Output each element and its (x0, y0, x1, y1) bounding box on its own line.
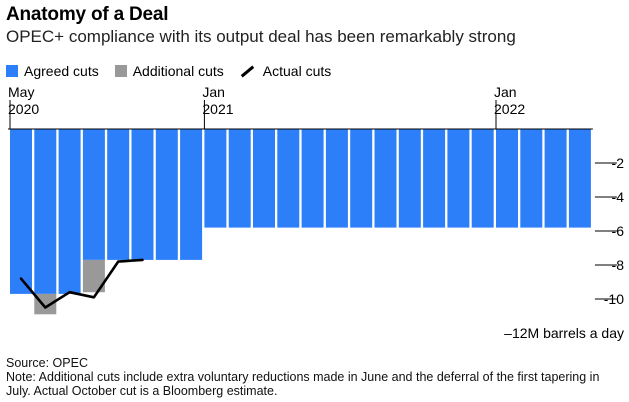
legend-item-agreed: Agreed cuts (6, 63, 99, 79)
legend-label-agreed: Agreed cuts (24, 63, 99, 79)
bar-agreed-11 (277, 129, 300, 228)
bar-agreed-10 (253, 129, 275, 228)
legend-label-additional: Additional cuts (132, 63, 224, 79)
bar-agreed-16 (398, 129, 421, 228)
legend-swatch-agreed (6, 65, 18, 77)
bar-agreed-5 (131, 129, 154, 260)
bar-agreed-8 (204, 129, 227, 228)
legend-label-actual: Actual cuts (262, 63, 332, 79)
x-tick-label-0: May (8, 84, 34, 100)
legend-item-actual: Actual cuts (240, 63, 331, 79)
bar-additional-3 (82, 259, 105, 293)
y-tick-label-4: -10 (604, 291, 624, 307)
bar-agreed-12 (301, 129, 324, 228)
x-tick-label-8: Jan (202, 84, 225, 100)
chart-title: Anatomy of a Deal (6, 4, 169, 25)
bar-agreed-1 (34, 129, 57, 294)
bar-agreed-3 (82, 129, 105, 260)
x-tick-label-year-8: 2021 (202, 101, 233, 117)
bar-agreed-18 (447, 129, 470, 228)
x-tick-label-20: Jan (494, 84, 517, 100)
legend-swatch-additional (114, 65, 127, 77)
bar-agreed-7 (180, 129, 203, 260)
y-tick-label-2: -6 (612, 223, 625, 239)
x-tick-label-year-20: 2022 (494, 101, 525, 117)
bar-agreed-22 (544, 129, 567, 228)
bar-agreed-4 (107, 129, 130, 260)
bar-agreed-13 (325, 129, 348, 228)
bar-agreed-9 (228, 129, 251, 228)
line-actual-cuts (19, 258, 144, 309)
bar-agreed-23 (568, 129, 591, 228)
bar-agreed-6 (155, 129, 178, 260)
bar-agreed-0 (10, 129, 32, 294)
legend-item-additional: Additional cuts (114, 63, 224, 79)
bar-agreed-2 (58, 129, 81, 294)
bar-agreed-17 (423, 129, 446, 228)
footnote: Note: Additional cuts include extra volu… (6, 370, 600, 398)
legend-swatch-actual (240, 65, 254, 77)
bar-agreed-20 (496, 129, 518, 228)
y-axis-unit-label: –12M barrels a day (504, 325, 624, 341)
bar-agreed-19 (471, 129, 494, 228)
source-note: Source: OPEC (6, 356, 88, 370)
bar-agreed-14 (350, 129, 373, 228)
y-tick-label-3: -8 (612, 257, 625, 273)
bar-agreed-21 (520, 129, 543, 228)
y-tick-label-0: -2 (612, 155, 625, 171)
chart-footer: Source: OPEC Note: Additional cuts inclu… (6, 356, 624, 398)
bar-agreed-15 (374, 129, 397, 228)
x-tick-label-year-0: 2020 (8, 101, 39, 117)
legend: Agreed cuts Additional cuts Actual cuts (6, 62, 347, 80)
chart-subtitle: OPEC+ compliance with its output deal ha… (6, 27, 516, 46)
y-tick-label-1: -4 (612, 189, 625, 205)
